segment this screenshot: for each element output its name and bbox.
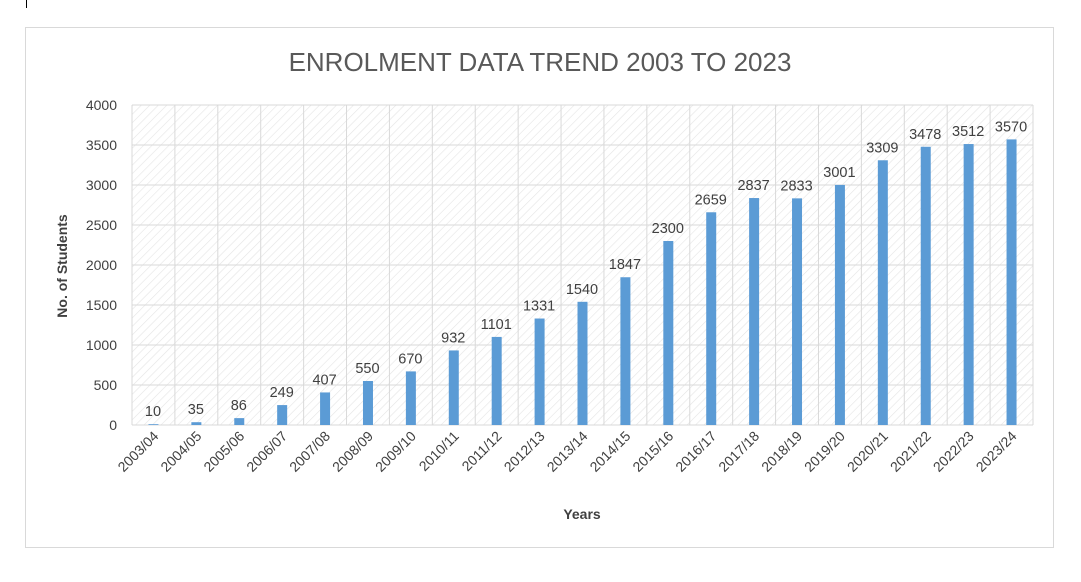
bar bbox=[148, 424, 159, 425]
data-label: 10 bbox=[145, 404, 161, 420]
x-axis-title: Years bbox=[563, 506, 601, 522]
x-tick-label: 2003/04 bbox=[114, 428, 161, 475]
data-label: 932 bbox=[441, 330, 465, 346]
x-tick-label: 2007/08 bbox=[286, 428, 333, 475]
data-label: 1847 bbox=[609, 257, 641, 273]
bar bbox=[1006, 139, 1017, 425]
data-label: 3309 bbox=[866, 140, 898, 156]
y-tick-label: 4000 bbox=[86, 97, 117, 113]
y-tick-label: 3000 bbox=[86, 177, 117, 193]
bar bbox=[277, 405, 288, 425]
x-tick-label: 2020/21 bbox=[844, 428, 891, 475]
bars bbox=[148, 139, 1017, 426]
data-label: 1331 bbox=[523, 299, 555, 315]
y-tick-label: 0 bbox=[109, 417, 117, 433]
x-tick-label: 2009/10 bbox=[372, 428, 419, 475]
data-label: 3512 bbox=[952, 124, 984, 140]
bar bbox=[405, 371, 416, 425]
bar bbox=[877, 160, 888, 425]
x-tick-label: 2017/18 bbox=[715, 428, 762, 475]
data-label: 1540 bbox=[566, 282, 598, 298]
data-label: 2833 bbox=[780, 178, 812, 194]
data-label: 2837 bbox=[737, 178, 769, 194]
x-tick-label: 2012/13 bbox=[501, 428, 548, 475]
bar bbox=[792, 198, 803, 425]
x-tick-label: 2023/24 bbox=[973, 428, 1020, 475]
x-tick-label: 2010/11 bbox=[416, 428, 463, 475]
x-tick-label: 2005/06 bbox=[200, 428, 247, 475]
y-tick-label: 2500 bbox=[86, 217, 117, 233]
x-tick-label: 2011/12 bbox=[458, 428, 505, 475]
x-tick-label: 2022/23 bbox=[930, 428, 977, 475]
bar bbox=[577, 301, 588, 425]
data-label: 86 bbox=[231, 398, 247, 414]
x-tick-label: 2015/16 bbox=[629, 428, 676, 475]
data-label: 550 bbox=[355, 361, 379, 377]
bar bbox=[362, 381, 373, 425]
y-axis-ticks: 0 500 1000 1500 2000 2500 3000 3500 4000 bbox=[86, 97, 117, 433]
bar bbox=[620, 277, 631, 425]
x-tick-label: 2008/09 bbox=[329, 428, 376, 475]
data-label: 35 bbox=[188, 402, 204, 418]
data-labels: 10 35 86 249 407 550 670 932 1101 1331 1540 1847 230… bbox=[145, 119, 1027, 420]
y-tick-label: 1500 bbox=[86, 297, 117, 313]
bar bbox=[234, 418, 245, 425]
data-label: 670 bbox=[398, 351, 422, 367]
y-tick-label: 2000 bbox=[86, 257, 117, 273]
bar bbox=[920, 146, 931, 425]
data-label: 1101 bbox=[481, 317, 512, 333]
data-label: 249 bbox=[270, 385, 294, 401]
bar bbox=[706, 212, 717, 425]
chart-title: ENROLMENT DATA TREND 2003 TO 2023 bbox=[289, 47, 792, 77]
x-tick-label: 2018/19 bbox=[758, 428, 805, 475]
data-label: 3001 bbox=[823, 165, 855, 181]
x-tick-label: 2006/07 bbox=[243, 428, 290, 475]
data-label: 3478 bbox=[909, 127, 941, 143]
y-tick-label: 3500 bbox=[86, 137, 117, 153]
bar bbox=[663, 241, 674, 425]
data-label: 2659 bbox=[695, 192, 727, 208]
x-tick-label: 2019/20 bbox=[801, 428, 848, 475]
text-cursor-mark bbox=[26, 0, 27, 8]
x-tick-label: 2021/22 bbox=[887, 428, 934, 475]
bar bbox=[491, 336, 502, 425]
bar bbox=[534, 318, 545, 425]
x-tick-label: 2014/15 bbox=[586, 428, 633, 475]
bar bbox=[191, 422, 202, 425]
bar bbox=[320, 392, 331, 425]
bar bbox=[448, 350, 459, 425]
data-label: 2300 bbox=[652, 221, 684, 237]
bar bbox=[834, 184, 845, 425]
y-tick-label: 500 bbox=[94, 377, 118, 393]
x-axis-ticks: 2003/042004/052005/062006/072007/082008/… bbox=[114, 428, 1019, 475]
y-tick-label: 1000 bbox=[86, 337, 117, 353]
bar bbox=[963, 144, 974, 426]
bar bbox=[749, 198, 760, 425]
data-label: 407 bbox=[312, 372, 336, 388]
y-axis-title: No. of Students bbox=[54, 214, 70, 318]
x-tick-label: 2004/05 bbox=[157, 428, 204, 475]
x-tick-label: 2016/17 bbox=[672, 428, 719, 475]
x-tick-label: 2013/14 bbox=[544, 428, 591, 475]
data-label: 3570 bbox=[995, 119, 1027, 135]
